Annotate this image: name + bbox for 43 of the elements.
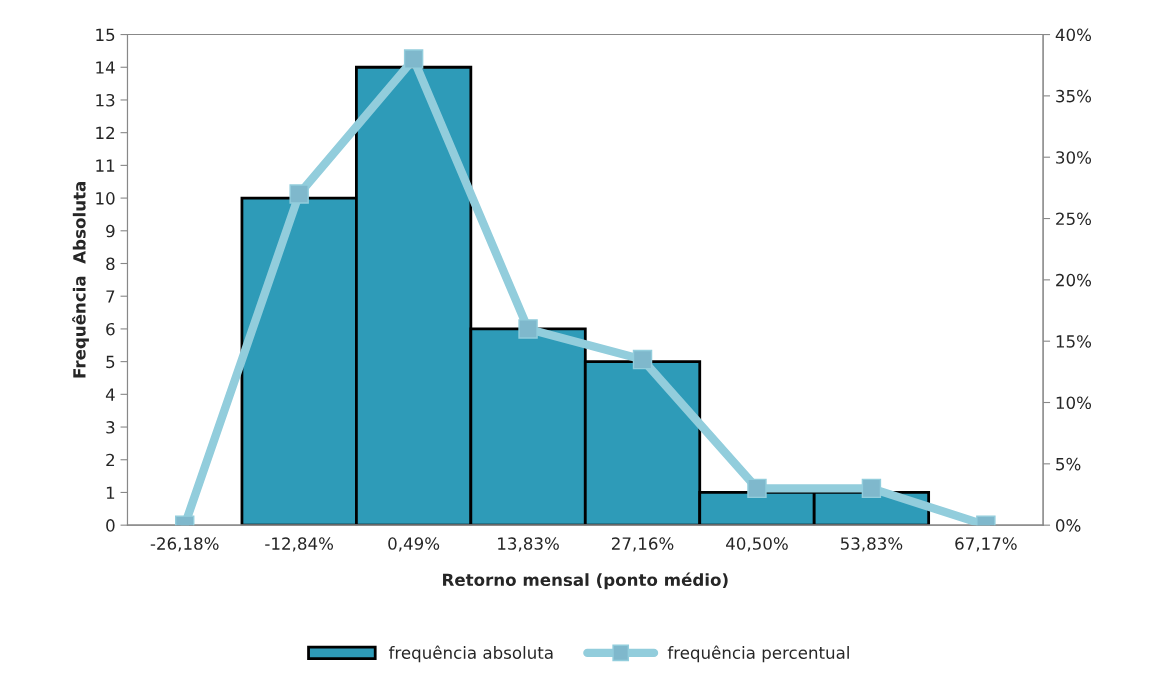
y2-tick-label: 5% — [1056, 457, 1081, 471]
point — [747, 478, 767, 499]
legend-label: frequência percentual — [667, 645, 849, 663]
y2-tick-label: 0% — [1056, 519, 1081, 532]
y-tick-label: 1 — [106, 486, 115, 499]
x-tick-label: -26,18% — [150, 537, 219, 552]
y2-tick-label: 15% — [1056, 335, 1092, 348]
x-tick-label: 53,83% — [840, 537, 903, 552]
point — [632, 349, 653, 370]
x-axis-title: Retorno mensal (ponto médio) — [443, 572, 728, 590]
y-tick-label: 10 — [96, 192, 115, 205]
y-tick-label: 2 — [106, 453, 115, 467]
x-tick-label: 27,16% — [611, 537, 674, 552]
y-tick-label: 4 — [105, 388, 115, 401]
x-tick-label: 40,50% — [726, 537, 788, 552]
x-tick-label: -12,84% — [265, 537, 334, 552]
y-tick-label: 12 — [96, 126, 115, 139]
legend-label: frequência absoluta — [388, 645, 553, 663]
y-tick-label: 7 — [106, 290, 115, 303]
x-tick-label: 13,83% — [498, 537, 559, 552]
y-tick-label: 3 — [106, 421, 115, 434]
y2-tick-label: 35% — [1056, 89, 1092, 103]
y2-tick-label: 10% — [1056, 396, 1092, 410]
y-tick-label: 6 — [106, 322, 115, 336]
y-tick-label: 13 — [96, 93, 115, 107]
y-tick-label: 5 — [106, 355, 115, 369]
point — [289, 184, 309, 204]
y-tick-label: 11 — [96, 159, 115, 172]
point — [861, 478, 882, 499]
y2-tick-label: 20% — [1056, 273, 1092, 287]
point — [518, 319, 538, 339]
y-tick-label: 8 — [106, 257, 115, 271]
y-tick-label: 15 — [96, 28, 115, 42]
y2-tick-label: 40% — [1055, 28, 1092, 42]
x-tick-label: 67,17% — [955, 537, 1017, 552]
point — [403, 49, 424, 69]
y2-tick-label: 30% — [1056, 151, 1092, 164]
y-tick-label: 14 — [96, 61, 115, 74]
y2-tick-label: 25% — [1056, 212, 1092, 226]
y-axis-title: Frequência Absoluta — [72, 182, 89, 378]
y-tick-label: 0 — [106, 519, 115, 532]
x-tick-label: 0,49% — [388, 537, 440, 552]
y-tick-label: 9 — [106, 224, 115, 238]
